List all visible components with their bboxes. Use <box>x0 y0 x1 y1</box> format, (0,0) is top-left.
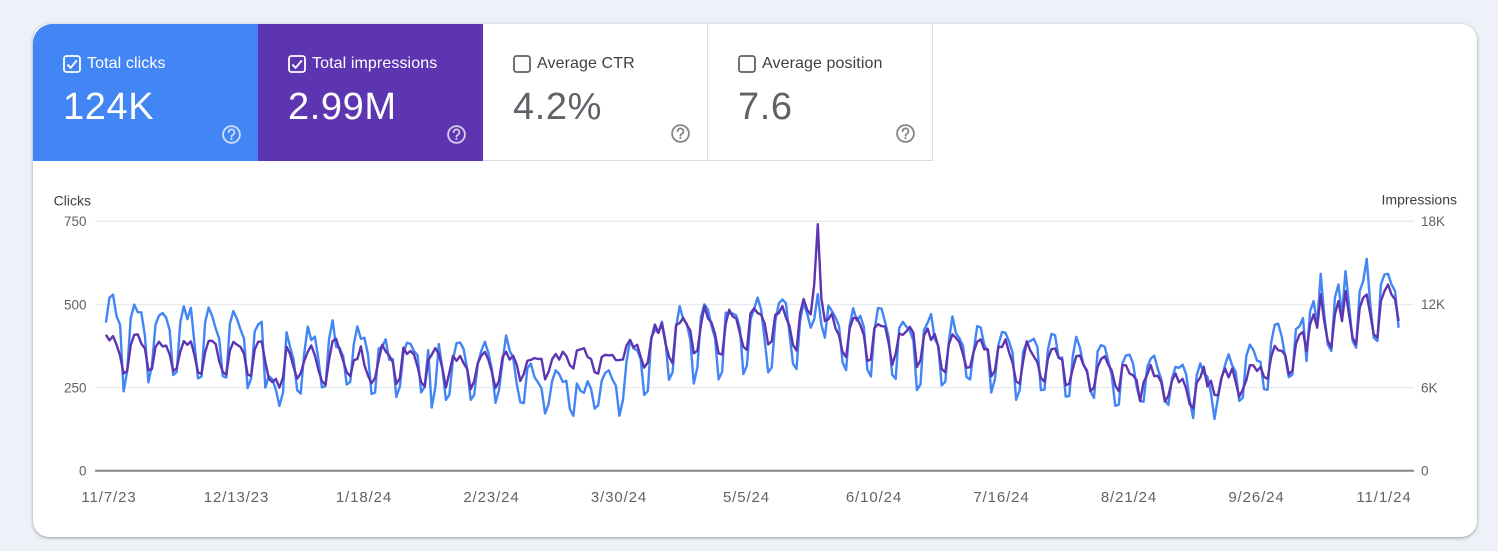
svg-text:Impressions: Impressions <box>1382 192 1457 208</box>
svg-text:8/21/24: 8/21/24 <box>1101 489 1157 506</box>
svg-text:11/7/23: 11/7/23 <box>81 489 136 506</box>
svg-text:0: 0 <box>79 464 87 479</box>
svg-text:5/5/24: 5/5/24 <box>723 489 770 506</box>
svg-text:2/23/24: 2/23/24 <box>463 489 519 506</box>
svg-text:6K: 6K <box>1421 380 1438 395</box>
svg-text:18K: 18K <box>1421 214 1445 229</box>
svg-text:6/10/24: 6/10/24 <box>846 489 902 506</box>
svg-text:12/13/23: 12/13/23 <box>204 489 270 506</box>
svg-text:750: 750 <box>64 214 87 229</box>
svg-text:9/26/24: 9/26/24 <box>1228 489 1284 506</box>
svg-text:0: 0 <box>1421 464 1429 479</box>
svg-text:1/18/24: 1/18/24 <box>336 489 392 506</box>
svg-text:7/16/24: 7/16/24 <box>973 489 1029 506</box>
svg-text:500: 500 <box>64 297 87 312</box>
svg-text:Clicks: Clicks <box>54 193 91 209</box>
svg-text:250: 250 <box>64 381 87 396</box>
svg-text:3/30/24: 3/30/24 <box>591 489 647 506</box>
svg-text:11/1/24: 11/1/24 <box>1356 489 1411 506</box>
svg-text:12K: 12K <box>1421 297 1445 312</box>
